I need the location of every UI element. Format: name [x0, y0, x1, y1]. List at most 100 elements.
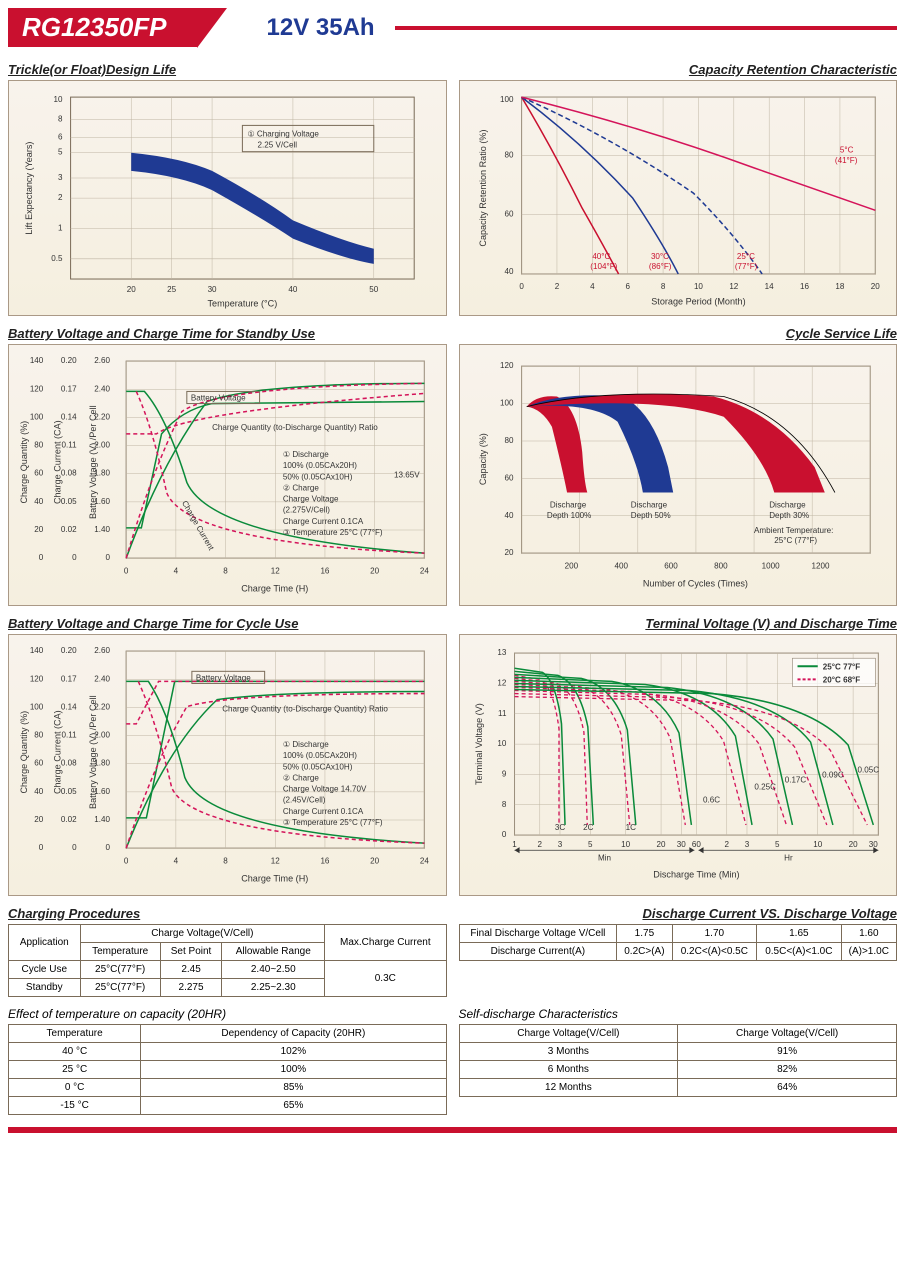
svg-text:2: 2: [554, 282, 559, 291]
svg-text:10: 10: [497, 739, 506, 748]
svg-text:Charge Quantity (to-Discharge: Charge Quantity (to-Discharge Quantity) …: [212, 423, 378, 432]
svg-text:6: 6: [58, 133, 63, 142]
svg-text:40: 40: [288, 285, 297, 294]
table2-title: Discharge Current VS. Discharge Voltage: [459, 906, 898, 921]
chart2-box: 40°C(104°F) 30°C(86°F) 25°C(77°F) 5°C(41…: [459, 80, 898, 316]
svg-text:0.08: 0.08: [61, 759, 77, 768]
svg-text:3: 3: [557, 840, 562, 849]
svg-text:50: 50: [369, 285, 378, 294]
svg-text:20°C 68°F: 20°C 68°F: [822, 675, 860, 684]
svg-text:2C: 2C: [583, 823, 593, 832]
svg-text:5°C: 5°C: [839, 146, 853, 155]
svg-text:30°C: 30°C: [650, 252, 668, 261]
svg-text:20: 20: [127, 285, 136, 294]
chart1-title: Trickle(or Float)Design Life: [8, 62, 447, 77]
svg-text:20: 20: [656, 840, 665, 849]
svg-text:0.17: 0.17: [61, 674, 77, 683]
svg-text:20: 20: [848, 840, 857, 849]
svg-text:0.14: 0.14: [61, 413, 77, 422]
svg-text:2.60: 2.60: [94, 646, 110, 655]
svg-text:60: 60: [34, 759, 43, 768]
chart4-svg: DischargeDepth 100% DischargeDepth 50% D…: [466, 351, 891, 599]
svg-text:③ Temperature 25°C (77°F): ③ Temperature 25°C (77°F): [283, 528, 383, 537]
svg-text:60: 60: [691, 840, 700, 849]
svg-text:4: 4: [174, 856, 179, 865]
svg-text:Temperature (°C): Temperature (°C): [208, 298, 278, 308]
svg-text:Number of Cycles (Times): Number of Cycles (Times): [642, 579, 747, 589]
svg-text:0: 0: [519, 282, 524, 291]
svg-text:2.40: 2.40: [94, 674, 110, 683]
svg-text:11: 11: [498, 709, 507, 718]
svg-text:0: 0: [124, 856, 129, 865]
svg-text:0: 0: [39, 843, 44, 852]
svg-text:Charge Time (H): Charge Time (H): [241, 874, 308, 884]
svg-text:40: 40: [504, 267, 513, 276]
svg-text:0.08: 0.08: [61, 469, 77, 478]
svg-text:60: 60: [504, 474, 513, 483]
table4-title: Self-discharge Characteristics: [459, 1007, 898, 1021]
svg-text:Charge Time (H): Charge Time (H): [241, 584, 308, 594]
svg-text:2.60: 2.60: [94, 356, 110, 365]
chart6-title: Terminal Voltage (V) and Discharge Time: [459, 616, 898, 631]
chart5-title: Battery Voltage and Charge Time for Cycl…: [8, 616, 447, 631]
svg-text:2: 2: [537, 840, 542, 849]
svg-text:Depth 30%: Depth 30%: [769, 511, 809, 520]
svg-text:16: 16: [800, 282, 809, 291]
svg-text:20: 20: [870, 282, 879, 291]
svg-text:Battery Voltage (V) /Per Cell: Battery Voltage (V) /Per Cell: [88, 406, 98, 520]
svg-text:(104°F): (104°F): [590, 262, 617, 271]
svg-text:12: 12: [729, 282, 738, 291]
chart5-box: Battery Voltage Charge Quantity (to-Disc…: [8, 634, 447, 896]
svg-text:40°C: 40°C: [592, 252, 610, 261]
svg-text:100: 100: [500, 399, 514, 408]
svg-text:1: 1: [58, 224, 63, 233]
svg-text:12: 12: [271, 567, 280, 576]
svg-text:40: 40: [34, 787, 43, 796]
chart5-svg: Battery Voltage Charge Quantity (to-Disc…: [15, 641, 440, 889]
svg-text:1200: 1200: [811, 562, 829, 571]
svg-text:10: 10: [813, 840, 822, 849]
svg-text:Depth 100%: Depth 100%: [546, 511, 590, 520]
svg-text:25: 25: [167, 285, 176, 294]
svg-text:120: 120: [30, 385, 44, 394]
svg-text:Charge Current 0.1CA: Charge Current 0.1CA: [283, 517, 364, 526]
svg-text:1C: 1C: [625, 823, 635, 832]
svg-text:0: 0: [72, 843, 77, 852]
svg-text:5: 5: [775, 840, 780, 849]
chart3-title: Battery Voltage and Charge Time for Stan…: [8, 326, 447, 341]
svg-text:12: 12: [271, 856, 280, 865]
svg-text:8: 8: [660, 282, 665, 291]
svg-text:800: 800: [714, 562, 728, 571]
svg-text:0: 0: [106, 554, 111, 563]
svg-text:1: 1: [512, 840, 517, 849]
svg-text:Discharge: Discharge: [549, 501, 586, 510]
svg-text:100% (0.05CAx20H): 100% (0.05CAx20H): [283, 751, 357, 760]
chart6-svg: 25°C 77°F 20°C 68°F 3C2C1C0.6C0.25C0.17C…: [466, 641, 891, 889]
svg-text:Discharge: Discharge: [630, 501, 667, 510]
svg-text:13.65V: 13.65V: [394, 471, 420, 480]
svg-text:6: 6: [625, 282, 630, 291]
svg-text:1.40: 1.40: [94, 815, 110, 824]
svg-text:0.17: 0.17: [61, 385, 77, 394]
svg-text:0.25C: 0.25C: [754, 783, 776, 792]
svg-text:8: 8: [58, 114, 63, 123]
svg-text:25°C: 25°C: [736, 252, 754, 261]
svg-text:100: 100: [30, 702, 44, 711]
svg-text:25°C 77°F: 25°C 77°F: [822, 662, 860, 671]
svg-text:100% (0.05CAx20H): 100% (0.05CAx20H): [283, 462, 357, 471]
table3-title: Effect of temperature on capacity (20HR): [8, 1007, 447, 1021]
svg-text:(77°F): (77°F): [734, 262, 757, 271]
svg-text:0.05C: 0.05C: [857, 765, 879, 774]
svg-text:0: 0: [72, 554, 77, 563]
chart4-title: Cycle Service Life: [459, 326, 898, 341]
svg-text:0.09C: 0.09C: [822, 770, 844, 779]
svg-text:0.05: 0.05: [61, 497, 77, 506]
svg-text:Battery Voltage (V) /Per Cell: Battery Voltage (V) /Per Cell: [88, 695, 98, 809]
svg-text:120: 120: [30, 674, 44, 683]
svg-text:60: 60: [34, 469, 43, 478]
table3: TemperatureDependency of Capacity (20HR)…: [8, 1024, 447, 1115]
svg-text:13: 13: [497, 648, 506, 657]
svg-text:18: 18: [835, 282, 844, 291]
table2: Final Discharge Voltage V/Cell 1.751.70 …: [459, 924, 898, 961]
svg-text:20: 20: [34, 815, 43, 824]
